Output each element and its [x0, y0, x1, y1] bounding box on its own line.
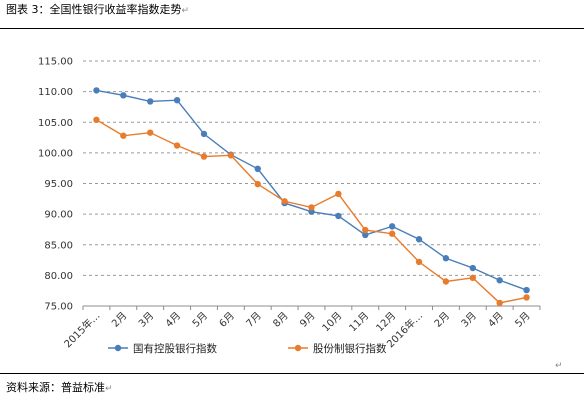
x-tick-label: 2月 [432, 310, 452, 330]
data-point [523, 294, 530, 301]
x-tick-label: 10月 [320, 310, 345, 335]
x-tick-label: 5月 [190, 310, 210, 330]
x-tick-label: 5月 [513, 310, 533, 330]
x-tick-label: 4月 [486, 310, 506, 330]
paragraph-mark-icon: ↵ [181, 6, 190, 16]
data-point [388, 223, 396, 230]
y-tick-label: 110.00 [38, 87, 73, 98]
x-tick-label: 7月 [244, 310, 264, 330]
data-point [281, 198, 288, 205]
y-tick-label: 95.00 [44, 179, 73, 190]
source-note: 资料来源：普益标准↵ [6, 381, 113, 396]
legend-label: 国有控股银行指数 [133, 342, 217, 355]
paragraph-mark-icon: ↵ [555, 361, 563, 371]
y-tick-label: 80.00 [44, 271, 73, 282]
data-point [173, 97, 181, 104]
x-tick-label: 2015年… [61, 309, 102, 350]
legend-item: 股份制银行指数 [288, 342, 387, 355]
y-tick-label: 85.00 [44, 240, 73, 251]
y-tick-label: 115.00 [38, 57, 73, 68]
x-tick-label: 3月 [136, 310, 156, 330]
paragraph-mark-icon: ↵ [105, 384, 113, 394]
x-tick-label: 6月 [217, 310, 237, 330]
data-point [469, 274, 476, 282]
x-tick-label: 2月 [109, 310, 129, 330]
y-tick-label: 75.00 [44, 302, 73, 313]
x-tick-label: 8月 [271, 310, 291, 330]
data-point [227, 152, 235, 159]
x-tick-label: 12月 [374, 310, 399, 335]
data-point [93, 116, 100, 124]
y-tick-label: 105.00 [38, 118, 73, 129]
x-tick-label: 11月 [347, 310, 372, 335]
top-rule [0, 28, 584, 29]
data-point [469, 264, 476, 272]
series-2 [93, 116, 530, 307]
legend-marker [114, 344, 122, 352]
figure-caption-text: 图表 3：全国性银行收益率指数走势 [6, 3, 182, 16]
data-point [442, 255, 450, 262]
legend: 国有控股银行指数 股份制银行指数 [108, 342, 387, 355]
y-tick-labels: 75.00 80.00 85.00 90.00 95.00 100.00 105.00 110… [38, 57, 73, 313]
data-point [496, 277, 503, 284]
data-point [120, 92, 127, 99]
data-point [147, 129, 154, 136]
data-point [415, 258, 423, 266]
legend-marker [294, 344, 302, 352]
data-point [200, 130, 208, 138]
data-point [308, 204, 315, 211]
series-layer [93, 87, 530, 307]
data-point [442, 278, 450, 285]
x-tick-label: 4月 [163, 310, 183, 330]
data-point [173, 142, 181, 149]
data-point [362, 226, 369, 234]
data-point [120, 132, 127, 139]
data-point [523, 286, 530, 294]
data-point [415, 236, 423, 243]
data-point [388, 230, 396, 237]
x-tick-label: 3月 [459, 310, 479, 330]
line-chart: 75.00 80.00 85.00 90.00 95.00 100.00 105.00 110… [38, 57, 541, 355]
legend-label: 股份制银行指数 [313, 342, 387, 355]
data-point [254, 180, 261, 188]
source-note-text: 资料来源：普益标准 [6, 381, 105, 394]
legend-item: 国有控股银行指数 [108, 342, 217, 355]
data-point [362, 231, 369, 239]
data-point [335, 190, 342, 198]
data-point [147, 98, 154, 105]
series-line [96, 89, 527, 291]
y-tick-label: 90.00 [44, 210, 73, 221]
data-point [335, 212, 342, 220]
data-point [93, 87, 100, 94]
grid-layer [82, 60, 541, 310]
figure-caption: 图表 3：全国性银行收益率指数走势↵ [6, 3, 189, 18]
data-point [496, 299, 503, 307]
y-tick-label: 100.00 [38, 148, 73, 159]
x-tick-label: 9月 [298, 310, 318, 330]
data-point [254, 165, 261, 172]
series-1 [93, 87, 530, 294]
data-point [200, 153, 208, 160]
bottom-rule [0, 373, 584, 374]
